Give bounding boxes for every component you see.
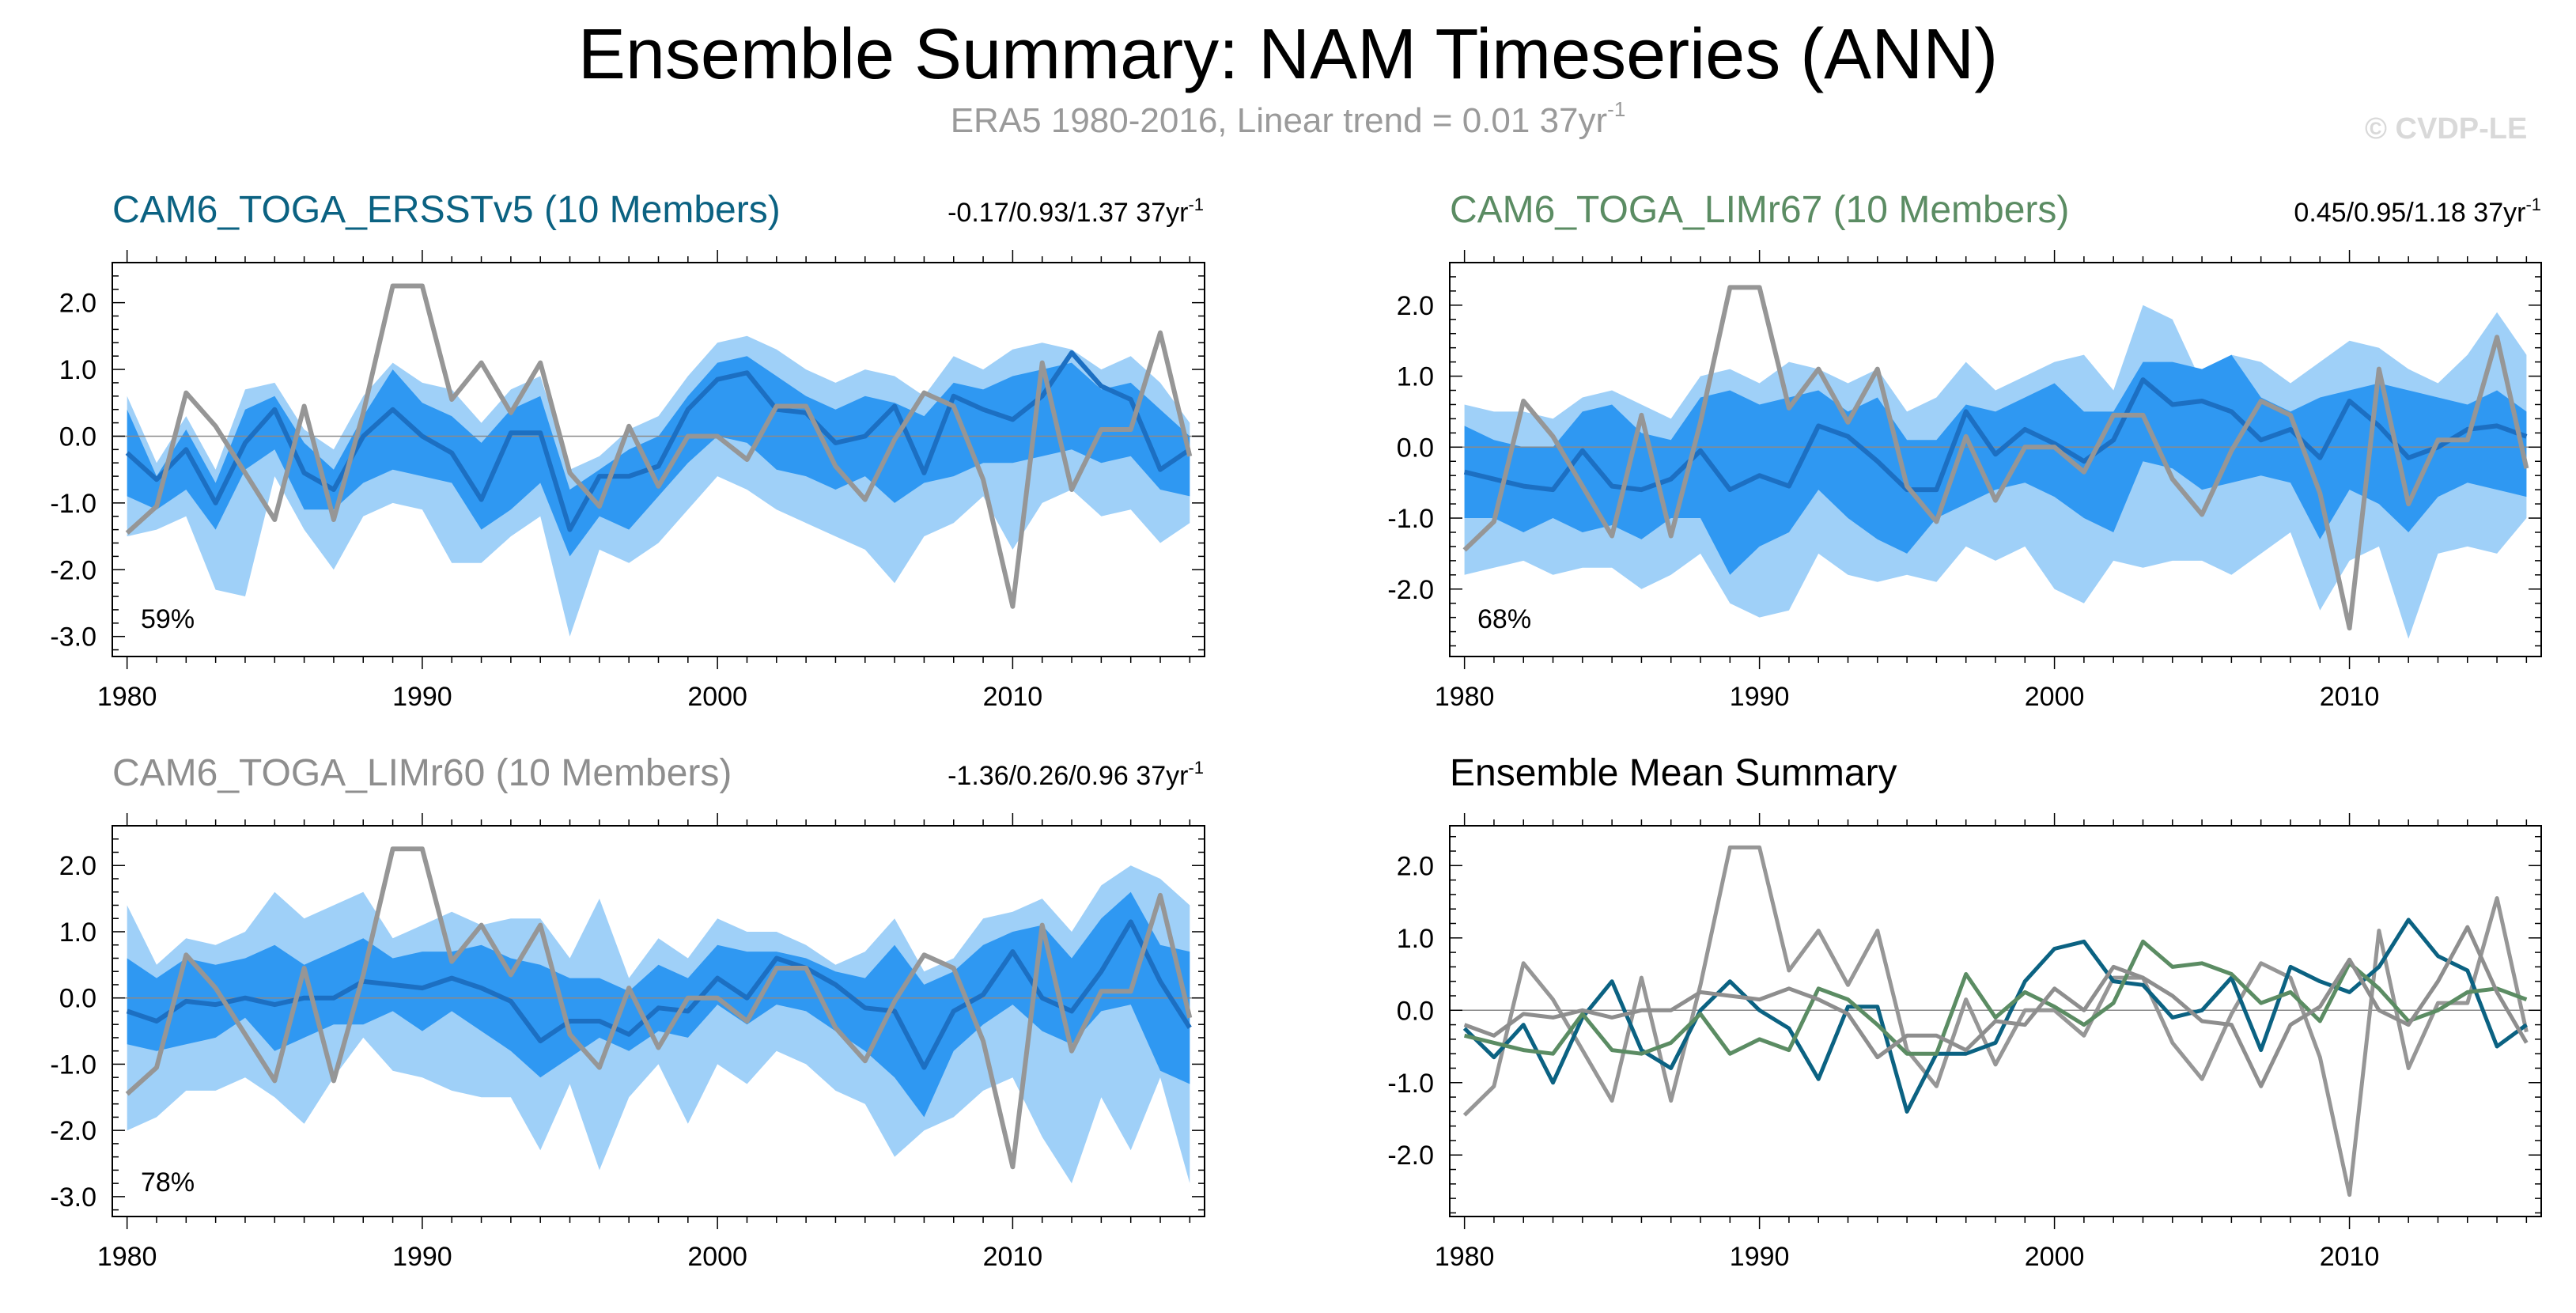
x-tick-label: 2000 xyxy=(2025,682,2085,712)
x-tick-label: 1990 xyxy=(392,682,452,712)
series-line-era5 xyxy=(125,846,1193,1170)
y-tick-label: -1.0 xyxy=(50,489,96,519)
stats-text: -0.17/0.93/1.37 37yr xyxy=(948,198,1189,228)
series-line-cam6_toga_ersstv5 xyxy=(1462,918,2528,1114)
y-tick-label: -3.0 xyxy=(50,1182,96,1213)
panel-title-ersst: CAM6_TOGA_ERSSTv5 (10 Members) xyxy=(112,189,781,231)
y-tick-label: 0.0 xyxy=(59,984,96,1014)
series-line-cam6_toga_limr60 xyxy=(1463,925,2529,1088)
panel-title-limr67: CAM6_TOGA_LIMr67 (10 Members) xyxy=(1450,189,2070,231)
x-tick-label: 2010 xyxy=(983,682,1043,712)
y-tick-label: 1.0 xyxy=(1397,362,1434,392)
panel-percent-limr67: 68% xyxy=(1477,604,1532,634)
stats-exponent: -1 xyxy=(1188,758,1204,778)
y-tick-label: -2.0 xyxy=(50,1116,96,1146)
y-tick-label: 2.0 xyxy=(59,851,96,881)
panel-stats-ersst: -0.17/0.93/1.37 37yr-1 xyxy=(948,195,1204,229)
x-tick-label: 1980 xyxy=(97,682,157,712)
chart-limr67: 2.0 1.0 0.0 -1.0 -2.0 1980 1990 2000 2010 xyxy=(1387,250,2542,712)
y-tick-label: -2.0 xyxy=(1387,575,1434,605)
panel-stats-limr67: 0.45/0.95/1.18 37yr-1 xyxy=(2294,195,2541,229)
y-tick-label: 0.0 xyxy=(1397,433,1434,463)
x-tick-label: 2000 xyxy=(2025,1242,2085,1272)
x-tick-label: 2000 xyxy=(687,1242,747,1272)
series-line-ensemble-mean xyxy=(1463,377,2528,493)
x-tick-label: 2010 xyxy=(2320,682,2380,712)
y-tick-label: 0.0 xyxy=(1397,996,1434,1026)
stats-exponent: -1 xyxy=(1188,195,1204,214)
panel-percent-limr60: 78% xyxy=(141,1167,195,1198)
band-p10-p90 xyxy=(127,891,1190,1118)
y-tick-label: 2.0 xyxy=(59,289,96,319)
series-line-ensemble-mean xyxy=(126,919,1192,1070)
y-tick-label: 1.0 xyxy=(1397,924,1434,954)
y-tick-label: 1.0 xyxy=(59,918,96,948)
subtitle-text: ERA5 1980-2016, Linear trend = 0.01 37yr xyxy=(950,101,1608,140)
series-line-era5 xyxy=(1462,285,2529,631)
x-tick-label: 1990 xyxy=(1730,682,1790,712)
x-tick-label: 1990 xyxy=(392,1242,452,1272)
subtitle-unit-exponent: -1 xyxy=(1607,97,1626,121)
x-tick-label: 1990 xyxy=(1730,1242,1790,1272)
watermark: © CVDP-LE xyxy=(2365,112,2528,146)
figure-subtitle: ERA5 1980-2016, Linear trend = 0.01 37yr… xyxy=(0,99,2576,141)
y-tick-label: 1.0 xyxy=(59,355,96,385)
y-tick-label: -1.0 xyxy=(50,1050,96,1080)
x-tick-label: 2000 xyxy=(687,682,747,712)
y-tick-label: 0.0 xyxy=(59,422,96,452)
y-tick-label: 2.0 xyxy=(1397,851,1434,881)
band-p10-p90 xyxy=(127,356,1190,557)
y-tick-label: -1.0 xyxy=(1387,504,1434,534)
x-tick-label: 2010 xyxy=(2320,1242,2380,1272)
band-p10-p90 xyxy=(1464,354,2527,575)
series-line-era5 xyxy=(1462,845,2529,1198)
figure-title: Ensemble Summary: NAM Timeseries (ANN) xyxy=(577,15,1999,94)
panel-title-summary: Ensemble Mean Summary xyxy=(1450,752,1897,794)
y-tick-label: 2.0 xyxy=(1397,291,1434,321)
stats-exponent: -1 xyxy=(2525,195,2541,214)
x-tick-label: 1980 xyxy=(1435,1242,1495,1272)
y-tick-label: -1.0 xyxy=(1387,1069,1434,1099)
y-tick-label: -2.0 xyxy=(1387,1141,1434,1171)
x-tick-label: 1980 xyxy=(97,1242,157,1272)
y-tick-label: -2.0 xyxy=(50,555,96,585)
stats-text: 0.45/0.95/1.18 37yr xyxy=(2294,198,2526,228)
x-tick-label: 2010 xyxy=(983,1242,1043,1272)
chart-summary: 2.0 1.0 0.0 -1.0 -2.0 1980 1990 2000 2010 xyxy=(1387,813,2542,1272)
panel-percent-ersst: 59% xyxy=(141,604,195,634)
panel-title-limr60: CAM6_TOGA_LIMr60 (10 Members) xyxy=(112,752,732,794)
panel-stats-limr60: -1.36/0.26/0.96 37yr-1 xyxy=(948,758,1204,792)
series-line-ensemble-mean xyxy=(125,350,1191,532)
series-line-era5 xyxy=(125,283,1193,609)
x-tick-label: 1980 xyxy=(1435,682,1495,712)
stats-text: -1.36/0.26/0.96 37yr xyxy=(948,761,1189,791)
y-tick-label: -3.0 xyxy=(50,622,96,653)
